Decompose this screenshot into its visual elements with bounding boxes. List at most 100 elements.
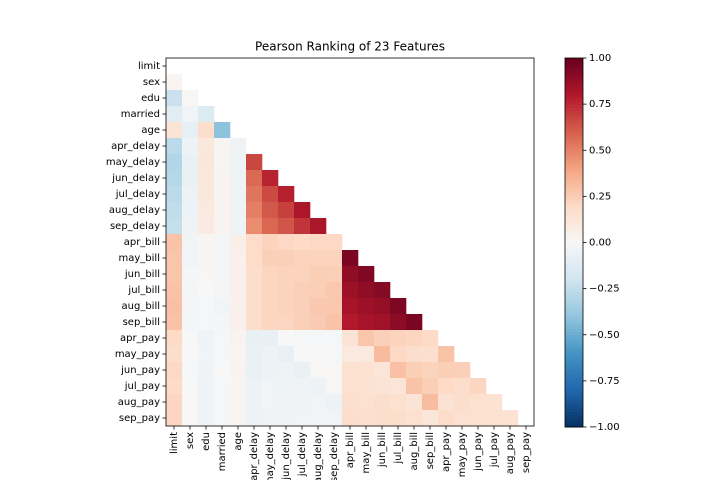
- heatmap-cell: [406, 330, 423, 347]
- colorbar-segment: [565, 144, 583, 148]
- heatmap-cell: [294, 250, 311, 267]
- heatmap-cell: [358, 362, 375, 379]
- colorbar-segment: [565, 371, 583, 376]
- x-tick-label: aug_pay: [505, 432, 516, 474]
- colorbar-segment: [565, 304, 583, 308]
- x-tick-label: apr_delay: [249, 432, 260, 480]
- heatmap-cell: [326, 410, 343, 427]
- colorbar-segment: [565, 199, 583, 204]
- colorbar-tick-label: −1.00: [589, 422, 620, 433]
- heatmap-cell: [246, 330, 263, 347]
- heatmap-cell: [438, 410, 455, 427]
- colorbar-segment: [565, 291, 583, 296]
- heatmap-cell: [390, 346, 407, 363]
- heatmap-cell: [406, 410, 423, 427]
- heatmap-cell: [182, 314, 199, 331]
- colorbar-segment: [565, 91, 583, 96]
- colorbar-segment: [565, 334, 583, 339]
- colorbar-segment: [565, 122, 583, 127]
- x-tick-label: jul_delay: [297, 432, 308, 477]
- heatmap-cell: [166, 106, 183, 123]
- heatmap-cell: [198, 266, 215, 283]
- heatmap-cell: [246, 282, 263, 299]
- heatmap-cell: [198, 250, 215, 267]
- heatmap-cell: [342, 282, 359, 299]
- colorbar-segment: [565, 248, 583, 253]
- heatmap-cell: [470, 394, 487, 411]
- heatmap-cell: [374, 298, 391, 315]
- heatmap-cell: [454, 378, 471, 395]
- y-tick-label: married: [121, 109, 160, 120]
- heatmap-cell: [342, 314, 359, 331]
- heatmap-cell: [502, 410, 519, 427]
- colorbar-segment: [565, 356, 583, 360]
- colorbar-segment: [565, 353, 583, 357]
- heatmap-cell: [182, 266, 199, 283]
- colorbar-segment: [565, 233, 583, 237]
- heatmap-cell: [278, 410, 295, 427]
- heatmap-cell: [166, 330, 183, 347]
- colorbar-tick-label: −0.75: [589, 376, 620, 387]
- colorbar-tick-label: 0.75: [589, 99, 611, 110]
- heatmap-cell: [198, 394, 215, 411]
- heatmap-cell: [230, 346, 247, 363]
- colorbar-segment: [565, 411, 583, 416]
- heatmap-cell: [262, 250, 279, 267]
- x-tick-label: apr_pay: [441, 432, 452, 472]
- colorbar-segment: [565, 245, 583, 250]
- heatmap-cell: [166, 346, 183, 363]
- x-tick-label: jul_bill: [393, 432, 404, 465]
- colorbar-segment: [565, 70, 583, 74]
- heatmap-cell: [390, 362, 407, 379]
- heatmap-cell: [182, 202, 199, 219]
- heatmap-cell: [214, 378, 231, 395]
- heatmap-cell: [166, 266, 183, 283]
- colorbar-segment: [565, 374, 583, 379]
- heatmap-cell: [230, 266, 247, 283]
- x-tick-label: may_bill: [361, 432, 372, 473]
- colorbar-segment: [565, 285, 583, 290]
- colorbar-segment: [565, 82, 583, 87]
- heatmap-cell: [182, 330, 199, 347]
- heatmap-cell: [406, 394, 423, 411]
- heatmap-cell: [390, 394, 407, 411]
- heatmap-cell: [342, 266, 359, 283]
- heatmap-cell: [294, 234, 311, 251]
- colorbar-segment: [565, 64, 583, 68]
- heatmap-cell: [246, 250, 263, 267]
- heatmap-cell: [198, 218, 215, 235]
- colorbar-segment: [565, 264, 583, 268]
- heatmap-cell: [166, 282, 183, 299]
- colorbar-segment: [565, 150, 583, 154]
- heatmap-cell: [214, 362, 231, 379]
- colorbar-segment: [565, 137, 583, 142]
- heatmap-cell: [278, 362, 295, 379]
- colorbar-tick-label: −0.25: [589, 284, 620, 295]
- heatmap-cell: [310, 282, 327, 299]
- heatmap-cell: [342, 410, 359, 427]
- y-tick-label: apr_bill: [124, 237, 160, 248]
- heatmap-cell: [262, 378, 279, 395]
- heatmap-cell: [262, 330, 279, 347]
- heatmap-cell: [182, 362, 199, 379]
- heatmap-cell: [166, 74, 183, 91]
- colorbar-segment: [565, 282, 583, 287]
- heatmap-cell: [358, 314, 375, 331]
- colorbar-segment: [565, 76, 583, 81]
- heatmap-cell: [262, 218, 279, 235]
- y-tick-label: sep_delay: [110, 221, 160, 232]
- colorbar-segment: [565, 177, 583, 182]
- colorbar-segment: [565, 417, 583, 422]
- heatmap-cell: [358, 410, 375, 427]
- heatmap-cell: [182, 410, 199, 427]
- y-tick-label: age: [141, 125, 160, 136]
- colorbar-segment: [565, 380, 583, 385]
- heatmap-cell: [182, 90, 199, 107]
- heatmap-cell: [278, 346, 295, 363]
- heatmap-cell: [214, 394, 231, 411]
- heatmap-cell: [310, 394, 327, 411]
- heatmap-cell: [182, 282, 199, 299]
- heatmap-cell: [438, 346, 455, 363]
- heatmap-cell: [246, 170, 263, 187]
